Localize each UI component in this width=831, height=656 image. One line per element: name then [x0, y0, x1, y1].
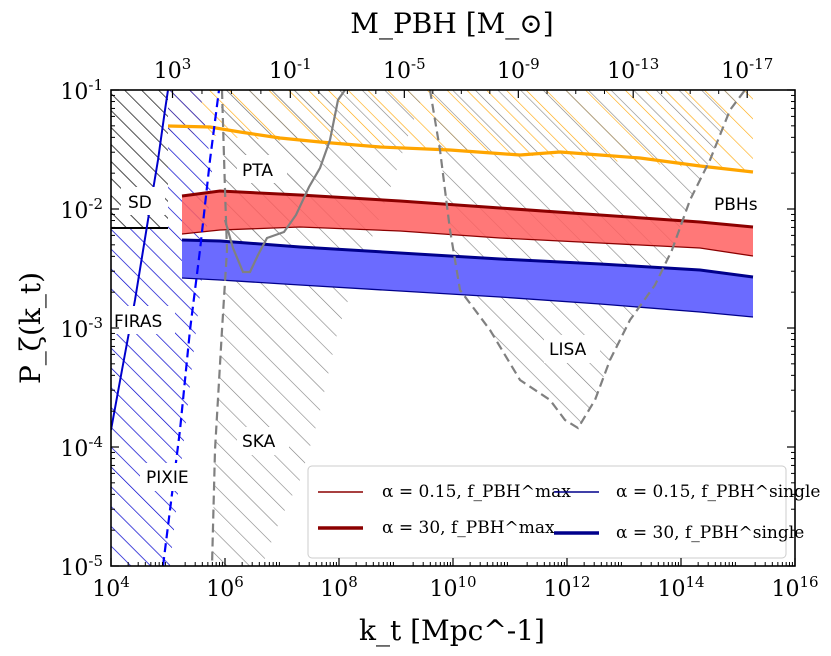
top-tick-label: 10-17 [721, 55, 773, 84]
series-pbh-constraint [167, 124, 754, 174]
pta-boundary [223, 90, 346, 274]
top-tick-label: 10-1 [269, 55, 312, 84]
top-axis-title: M_PBH [M_⊙] [350, 7, 553, 40]
top-tick-label: 10-5 [383, 55, 426, 84]
label-pbhs: PBHs [714, 195, 758, 215]
x-tick-label: 1014 [657, 573, 704, 602]
red-band [182, 191, 753, 256]
x-tick-label: 106 [206, 573, 244, 602]
x-axis-title: k_t [Mpc^-1] [359, 614, 545, 647]
y-tick-label: 10-2 [60, 195, 103, 224]
x-tick-label: 1012 [543, 573, 590, 602]
lisa-boundary [428, 90, 746, 430]
y-tick-label: 10-4 [60, 433, 103, 462]
y-tick-label: 10-1 [60, 76, 103, 105]
legend: α = 0.15, f_PBH^max α = 30, f_PBH^max α … [307, 465, 820, 559]
x-tick-label: 104 [92, 573, 130, 602]
x-tick-label: 1016 [771, 573, 818, 602]
label-pixie: PIXIE [146, 468, 189, 488]
legend-box [307, 465, 787, 559]
label-lisa: LISA [549, 340, 587, 360]
label-sd: SD [128, 193, 152, 213]
legend-alpha-015-fsingle: α = 0.15, f_PBH^single [616, 482, 820, 502]
legend-alpha-015-fmax: α = 0.15, f_PBH^max [382, 482, 571, 502]
y-axis-title: P_ζ(k_t) [14, 272, 47, 384]
top-tick-label: 103 [154, 55, 192, 84]
x-tick-label: 1010 [429, 573, 476, 602]
label-firas: FIRAS [114, 312, 162, 332]
y-tick-label: 10-3 [60, 314, 103, 343]
series-alpha-030-fsingle [181, 238, 754, 279]
blue-band [182, 240, 753, 317]
firas-boundary [111, 90, 169, 431]
legend-alpha-030-fmax: α = 30, f_PBH^max [382, 518, 555, 538]
lisa-region [430, 90, 745, 428]
top-tick-label: 10-13 [607, 55, 659, 84]
x-axis-ticks: 104 106 108 1010 1012 1014 1016 [92, 558, 819, 602]
label-pta: PTA [242, 161, 273, 181]
legend-alpha-030-fsingle: α = 30, f_PBH^single [616, 523, 804, 543]
pixie-boundary [161, 90, 221, 566]
x-tick-label: 108 [320, 573, 358, 602]
label-ska: SKA [242, 432, 276, 452]
series-alpha-015-fsingle [181, 277, 754, 318]
top-tick-label: 10-9 [497, 55, 540, 84]
ska-boundary [210, 90, 229, 566]
region-labels: SD FIRAS PIXIE PTA SKA LISA PBHs [111, 155, 772, 491]
